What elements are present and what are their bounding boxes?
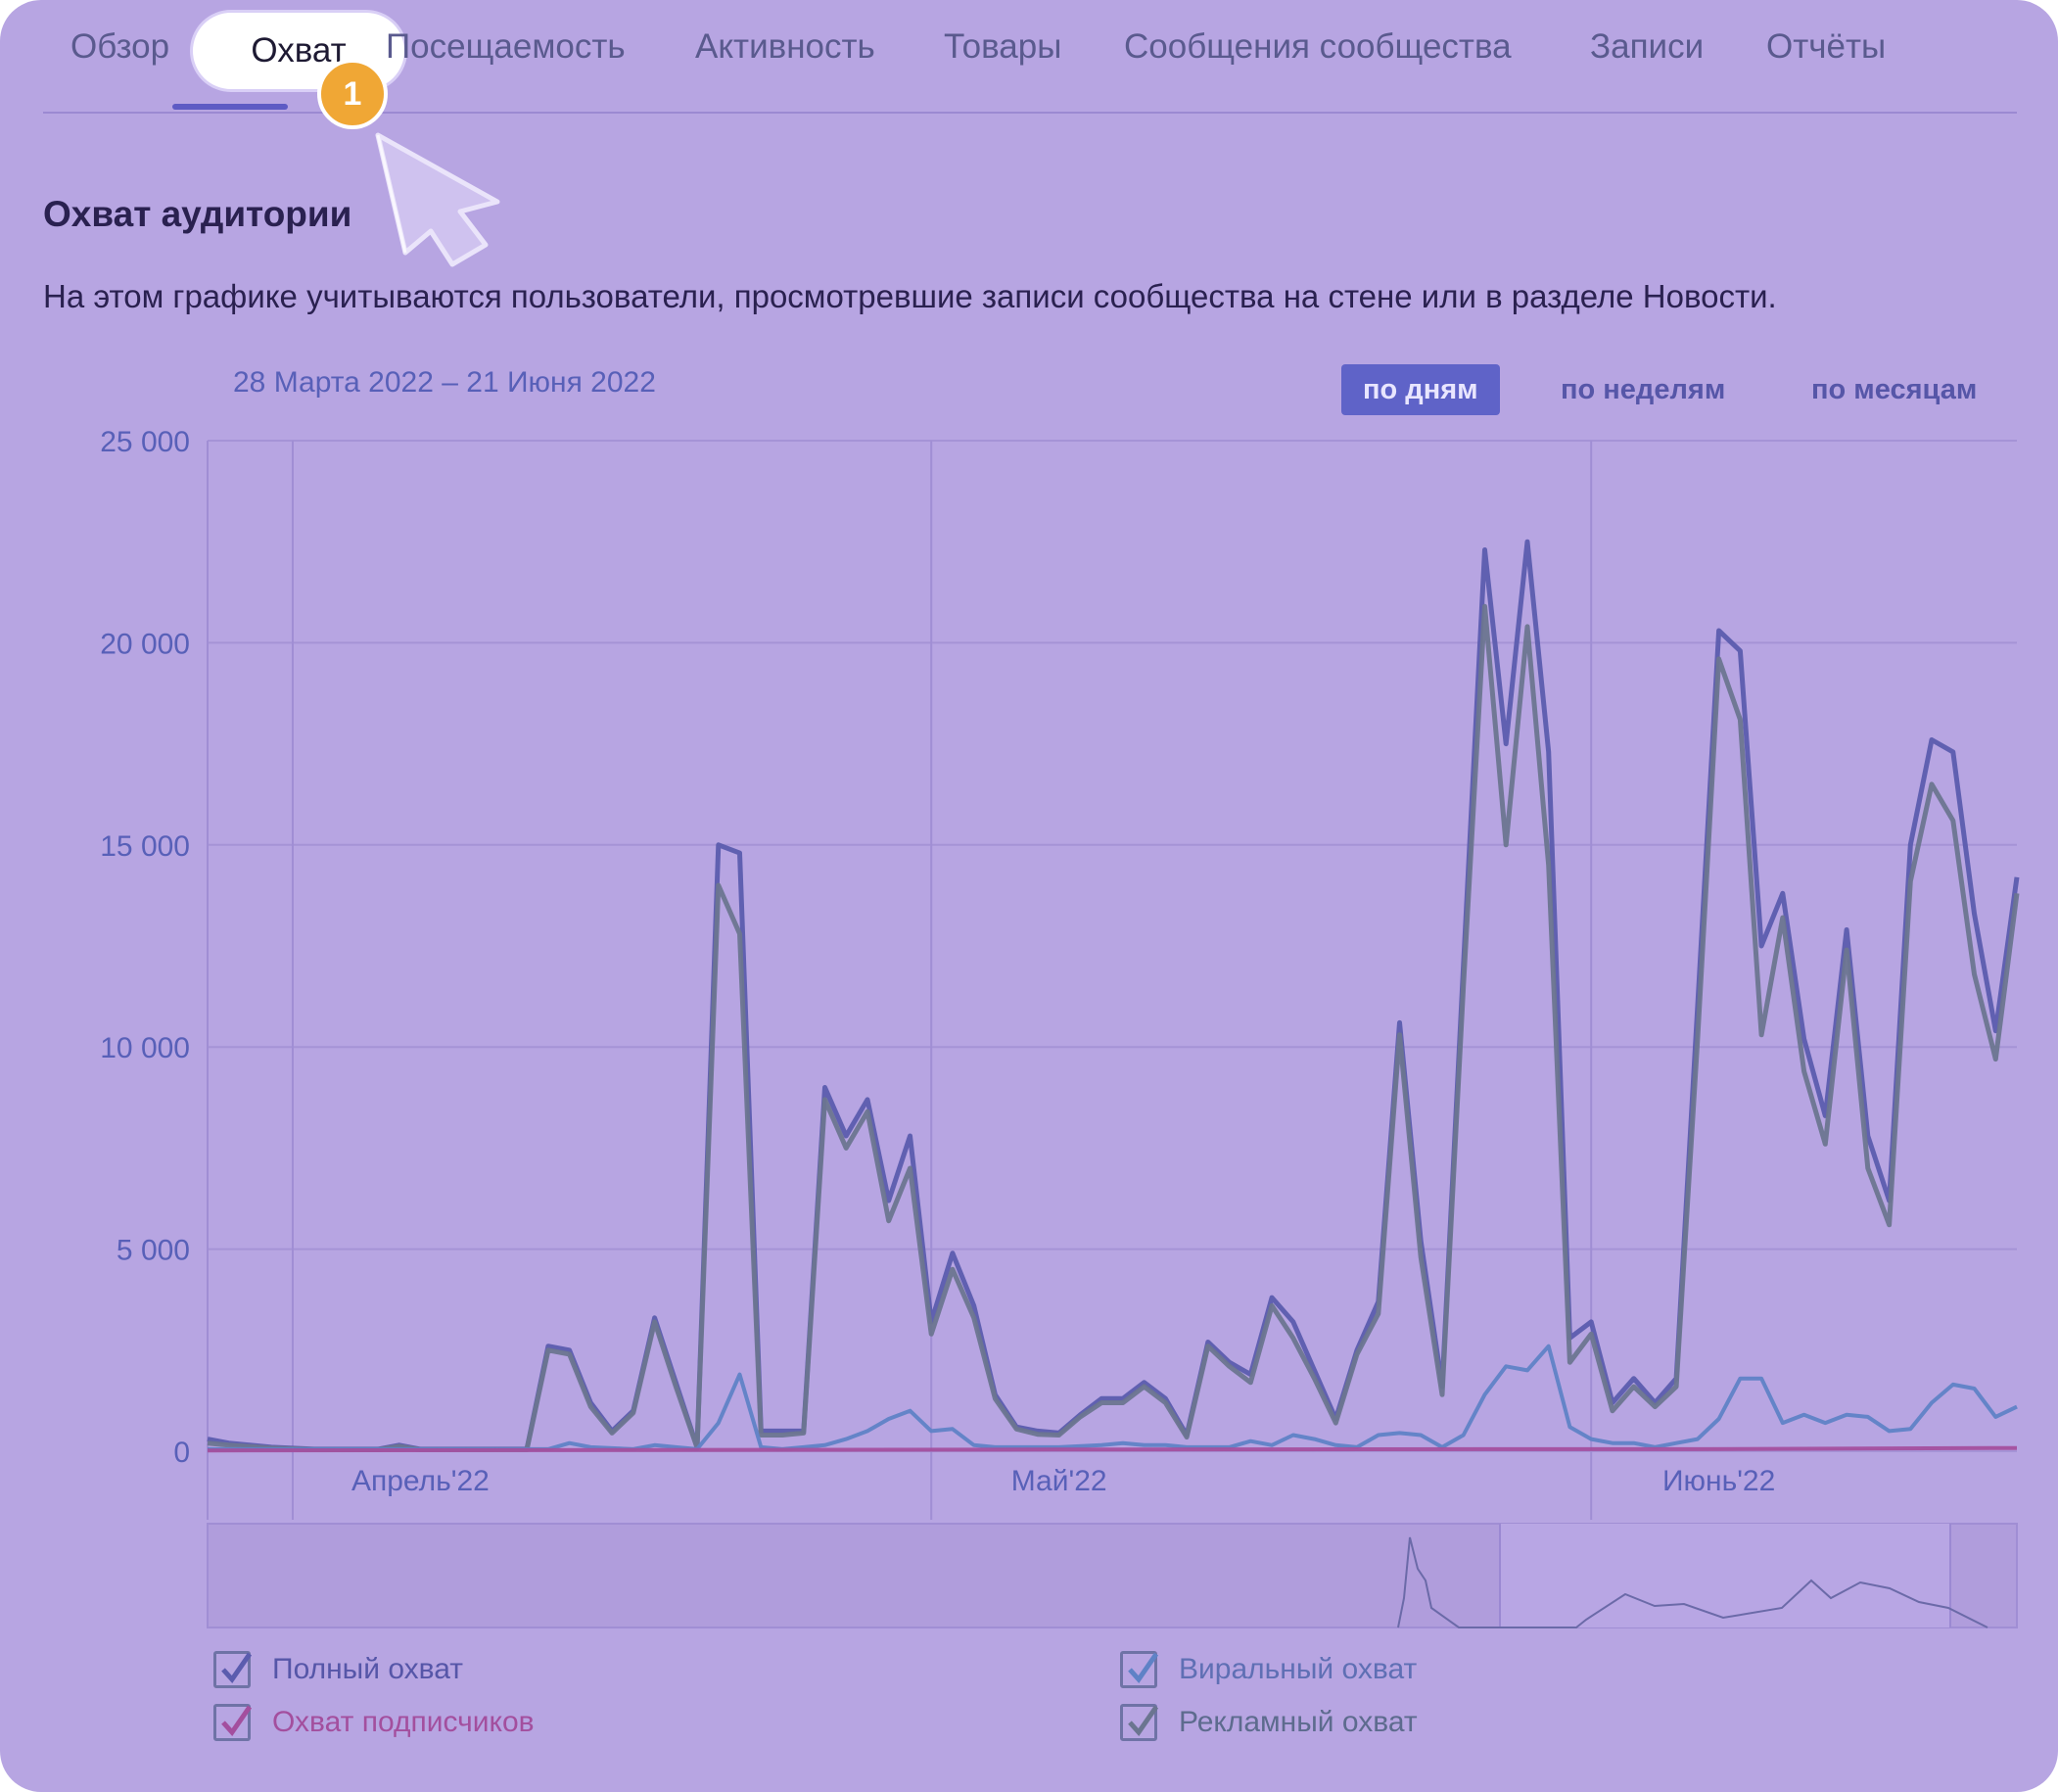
- legend-full-checkbox[interactable]: [213, 1651, 252, 1688]
- step-badge: 1: [317, 59, 388, 129]
- legend-ads-label: Рекламный охват: [1179, 1706, 1418, 1738]
- tab-activity[interactable]: Активность: [695, 27, 875, 66]
- cursor-pointer-icon: [375, 132, 500, 267]
- tab-goods[interactable]: Товары: [944, 27, 1062, 66]
- series-line-0: [207, 539, 2020, 1452]
- period-day-button[interactable]: по дням: [1341, 364, 1500, 415]
- section-title: Охват аудитории: [43, 194, 352, 234]
- legend-viral-reach[interactable]: Виральный охват: [1120, 1651, 1417, 1688]
- y-tick-label: 15 000: [100, 830, 190, 863]
- series-line-3: [207, 1445, 2018, 1453]
- legend-viral-checkbox[interactable]: [1120, 1651, 1158, 1688]
- legend-ads-reach[interactable]: Рекламный охват: [1120, 1704, 1418, 1741]
- date-range[interactable]: 28 Марта 2022 – 21 Июня 2022: [233, 366, 656, 399]
- period-month-button[interactable]: по месяцам: [1811, 374, 1978, 405]
- tab-overview[interactable]: Обзор: [70, 27, 170, 66]
- legend-full-reach[interactable]: Полный охват: [213, 1651, 463, 1688]
- tab-attendance[interactable]: Посещаемость: [386, 27, 626, 66]
- tab-community-messages[interactable]: Сообщения сообщества: [1124, 27, 1512, 66]
- section-description: На этом графике учитываются пользователи…: [43, 278, 1777, 314]
- navigator-line: [1397, 1536, 1988, 1628]
- y-tick-label: 5 000: [117, 1235, 190, 1267]
- y-tick-label: 10 000: [100, 1032, 190, 1064]
- series-line-2: [208, 1344, 2018, 1451]
- legend-subscribers-label: Охват подписчиков: [272, 1706, 535, 1738]
- stats-tab-bar: Обзор Охват Посещаемость Активность Това…: [43, 0, 2017, 114]
- period-week-button[interactable]: по неделям: [1561, 374, 1726, 405]
- navigator-selection: [1500, 1524, 1950, 1627]
- reach-chart: 0 5 000 10 000 15 000 20 000 25 000 Апрель'22 М…: [100, 426, 2020, 1628]
- legend-full-label: Полный охват: [272, 1653, 464, 1685]
- x-tick-label: Май'22: [1011, 1465, 1107, 1497]
- series-line-1: [207, 603, 2020, 1452]
- x-tick-label: Апрель'22: [351, 1465, 490, 1497]
- legend-subscribers-reach[interactable]: Охват подписчиков: [213, 1704, 535, 1741]
- y-tick-label: 25 000: [100, 426, 190, 458]
- y-tick-label: 0: [173, 1437, 190, 1469]
- tab-reports[interactable]: Отчёты: [1766, 27, 1887, 66]
- x-tick-label: Июнь'22: [1662, 1465, 1775, 1497]
- tab-posts[interactable]: Записи: [1590, 27, 1705, 66]
- active-tab-underline: [172, 104, 288, 110]
- y-tick-label: 20 000: [100, 628, 190, 660]
- legend-viral-label: Виральный охват: [1179, 1653, 1418, 1685]
- legend-subscribers-checkbox[interactable]: [213, 1704, 252, 1741]
- legend-ads-checkbox[interactable]: [1120, 1704, 1158, 1741]
